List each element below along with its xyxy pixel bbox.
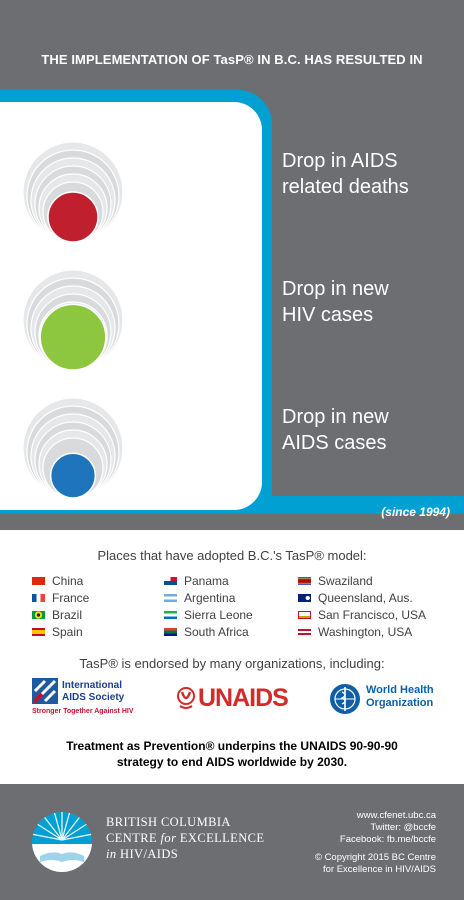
panama-flag-icon bbox=[164, 576, 177, 585]
ias-mark-icon bbox=[32, 678, 58, 704]
stat-description-line: Drop in new bbox=[282, 278, 389, 300]
country-item: Queensland, Aus. bbox=[298, 589, 426, 606]
country-item: San Francisco, USA bbox=[298, 606, 426, 623]
south-africa-flag-icon bbox=[164, 627, 177, 636]
circle-graphic-icon bbox=[22, 141, 124, 243]
bccfe-name-part: CENTRE bbox=[106, 831, 161, 845]
twitter-handle[interactable]: Twitter: @bccfe bbox=[370, 822, 436, 833]
page-title: THE IMPLEMENTATION OF TasP® IN B.C. HAS … bbox=[41, 52, 423, 67]
copyright-line: for Excellence in HIV/AIDS bbox=[323, 864, 436, 875]
who-emblem-icon bbox=[330, 684, 360, 714]
footer: BRITISH COLUMBIA CENTRE for EXCELLENCE i… bbox=[0, 784, 464, 900]
country-name: Swaziland bbox=[318, 573, 373, 588]
stat-percent: 83% bbox=[138, 140, 252, 205]
bccfe-name-line: CENTRE for EXCELLENCE bbox=[106, 830, 264, 846]
tagline-line: Treatment as Prevention® underpins the U… bbox=[66, 739, 398, 753]
country-item: China bbox=[32, 572, 89, 589]
stat-description: Drop in AIDS related deaths bbox=[282, 148, 457, 200]
country-item: Sierra Leone bbox=[164, 606, 253, 623]
brazil-flag-icon bbox=[32, 610, 45, 619]
country-name: China bbox=[52, 573, 84, 588]
country-item: France bbox=[32, 589, 89, 606]
country-name: Argentina bbox=[184, 590, 236, 605]
ias-name-line: International bbox=[62, 680, 123, 691]
country-name: Spain bbox=[52, 624, 83, 639]
washington-flag-icon bbox=[298, 627, 311, 636]
country-item: Panama bbox=[164, 572, 253, 589]
country-item: Brazil bbox=[32, 606, 89, 623]
country-item: South Africa bbox=[164, 623, 253, 640]
stat-description-line: AIDS cases bbox=[282, 432, 387, 454]
since-label: (since 1994) bbox=[381, 505, 450, 519]
sierra-leone-flag-icon bbox=[164, 610, 177, 619]
stat-percent: 88% bbox=[138, 396, 252, 461]
places-title: Places that have adopted B.C.'s TasP® mo… bbox=[97, 548, 367, 563]
ias-logo: International AIDS Society Stronger Toge… bbox=[32, 678, 142, 722]
circle-remaining bbox=[49, 452, 97, 499]
bccfe-name-part: in bbox=[106, 847, 117, 861]
stat-description-line: HIV cases bbox=[282, 304, 374, 326]
footer-contact: www.cfenet.ubc.ca Twitter: @bccfe Facebo… bbox=[315, 810, 436, 876]
country-name: Sierra Leone bbox=[184, 607, 253, 622]
bccfe-logo-icon bbox=[32, 812, 92, 872]
bccfe-name: BRITISH COLUMBIA CENTRE for EXCELLENCE i… bbox=[106, 814, 264, 862]
bccfe-name-line: BRITISH COLUMBIA bbox=[106, 815, 231, 829]
country-name: San Francisco, USA bbox=[318, 607, 427, 622]
unaids-name: UNAIDS bbox=[198, 684, 289, 712]
unaids-emblem-icon bbox=[177, 687, 195, 709]
stat-description-line: related deaths bbox=[282, 176, 409, 198]
country-name: Washington, USA bbox=[318, 624, 413, 639]
country-name: France bbox=[52, 590, 90, 605]
country-item: Swaziland bbox=[298, 572, 426, 589]
country-column: China France Brazil Spain bbox=[32, 572, 89, 640]
france-flag-icon bbox=[32, 593, 45, 602]
endorse-title: TasP® is endorsed by many organizations,… bbox=[79, 656, 385, 671]
ias-name-line: AIDS Society bbox=[62, 692, 125, 703]
facebook-link[interactable]: Facebook: fb.me/bccfe bbox=[339, 834, 436, 845]
who-name: World Health Organization bbox=[366, 684, 434, 710]
who-name-line: World Health bbox=[366, 684, 434, 696]
strategy-tagline: Treatment as Prevention® underpins the U… bbox=[20, 738, 444, 770]
ias-name: International AIDS Society bbox=[62, 680, 142, 704]
copyright-line: © Copyright 2015 BC Centre bbox=[314, 852, 436, 863]
queensland-flag-icon bbox=[298, 593, 311, 602]
country-column: Panama Argentina Sierra Leone South Afri… bbox=[164, 572, 253, 640]
website-link[interactable]: www.cfenet.ubc.ca bbox=[356, 810, 436, 821]
country-name: South Africa bbox=[184, 624, 249, 639]
country-item: Washington, USA bbox=[298, 623, 426, 640]
country-name: Panama bbox=[184, 573, 229, 588]
circle-graphic-icon bbox=[22, 397, 124, 499]
argentina-flag-icon bbox=[164, 593, 177, 602]
stat-aids-deaths: 83% Drop in AIDS related deaths bbox=[0, 136, 464, 246]
bccfe-name-part: EXCELLENCE bbox=[176, 831, 265, 845]
stat-description-line: Drop in AIDS bbox=[282, 150, 398, 172]
bccfe-name-line: in HIV/AIDS bbox=[106, 846, 264, 862]
circle-remaining bbox=[39, 303, 107, 371]
china-flag-icon bbox=[32, 576, 45, 585]
circle-remaining bbox=[47, 191, 99, 243]
bccfe-name-part: for bbox=[160, 831, 177, 845]
stat-description-line: Drop in new bbox=[282, 406, 389, 428]
who-name-line: Organization bbox=[366, 697, 434, 709]
bccfe-name-part: HIV/AIDS bbox=[116, 847, 179, 861]
stat-description: Drop in new HIV cases bbox=[282, 276, 457, 328]
country-column: Swaziland Queensland, Aus. San Francisco… bbox=[298, 572, 426, 640]
country-name: Queensland, Aus. bbox=[318, 590, 413, 605]
circle-graphic-icon bbox=[22, 269, 124, 371]
country-name: Brazil bbox=[52, 607, 83, 622]
stat-new-hiv: 65% Drop in new HIV cases bbox=[0, 264, 464, 374]
spain-flag-icon bbox=[32, 627, 45, 636]
swaziland-flag-icon bbox=[298, 576, 311, 585]
country-item: Spain bbox=[32, 623, 89, 640]
san-francisco-flag-icon bbox=[298, 610, 311, 619]
stat-percent: 65% bbox=[138, 268, 252, 333]
stat-new-aids: 88% Drop in new AIDS cases bbox=[0, 392, 464, 502]
ias-tagline: Stronger Together Against HIV bbox=[32, 708, 134, 715]
stat-description: Drop in new AIDS cases bbox=[282, 404, 457, 456]
country-item: Argentina bbox=[164, 589, 253, 606]
tagline-line: strategy to end AIDS worldwide by 2030. bbox=[116, 755, 348, 769]
